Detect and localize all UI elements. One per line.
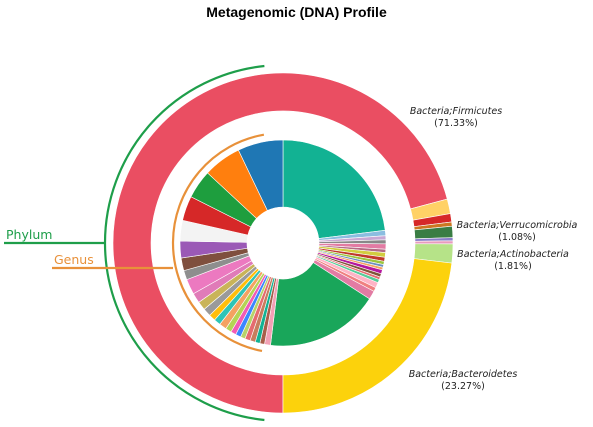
genus-slice-0 [282, 139, 386, 239]
annotation-bacteria-actinobacteria-percent: (1.81%) [494, 261, 532, 272]
phylum-slice-bacteria-bacteroidetes [282, 258, 453, 414]
genus-bracket-arc [171, 133, 265, 353]
genus-ring [179, 139, 387, 347]
genus-label: Genus [54, 252, 94, 267]
phylum-ring [112, 72, 454, 414]
annotation-bacteria-firmicutes-name: Bacteria;Firmicutes [410, 106, 502, 117]
annotation-bacteria-bacteroidetes-name: Bacteria;Bacteroidetes [409, 369, 518, 380]
genus-slice-42 [238, 139, 284, 211]
genus-slice-18 [270, 262, 370, 347]
annotation-bacteria-verrucomicrobia-name: Bacteria;Verrucomicrobia [457, 220, 578, 231]
annotation-bacteria-verrucomicrobia-percent: (1.08%) [498, 232, 536, 243]
chart-title: Metagenomic (DNA) Profile [206, 4, 387, 20]
annotations: Bacteria;Firmicutes(71.33%) Bacteria;Verr… [409, 106, 578, 392]
annotation-bacteria-actinobacteria-name: Bacteria;Actinobacteria [457, 249, 569, 260]
phylum-slice-bacteria-firmicutes [112, 72, 448, 414]
annotation-bacteria-firmicutes-percent: (71.33%) [434, 118, 478, 129]
annotation-bacteria-bacteroidetes-percent: (23.27%) [441, 381, 485, 392]
phylum-bracket-arc [103, 64, 265, 422]
phylum-label: Phylum [6, 227, 52, 242]
